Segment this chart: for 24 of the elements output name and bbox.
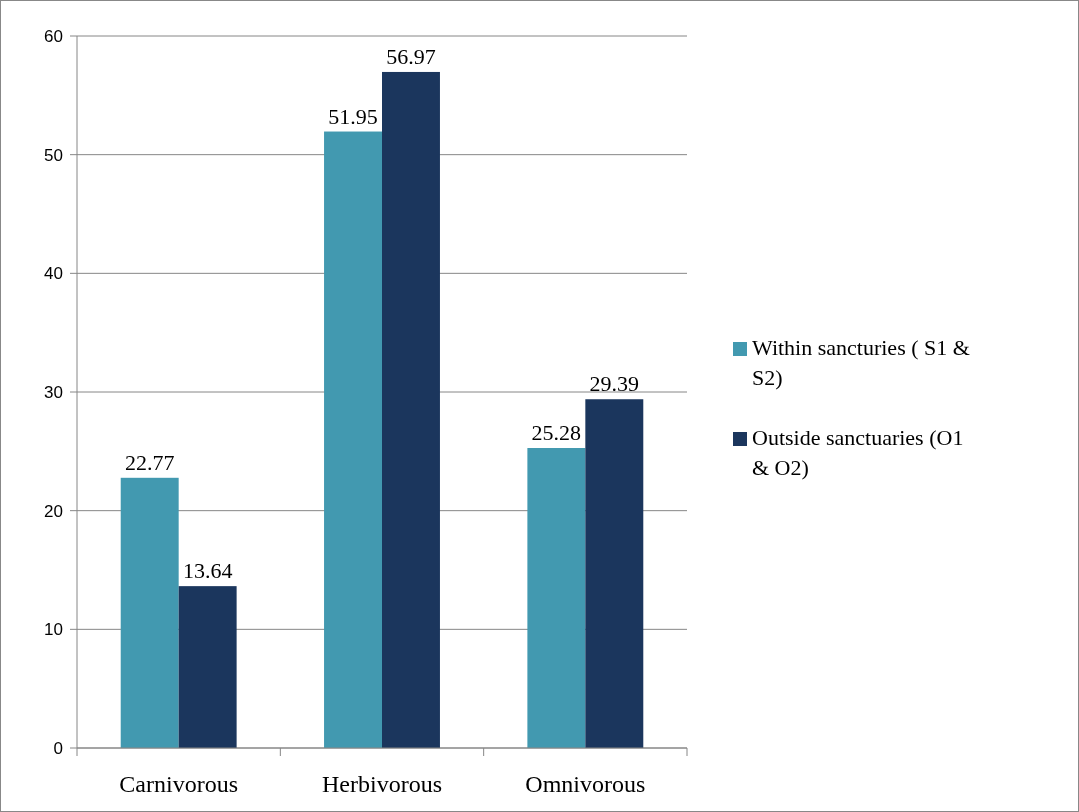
x-tick-label: Carnivorous [119, 771, 238, 797]
x-tick-label: Omnivorous [525, 771, 646, 797]
x-tick-label: Herbivorous [322, 771, 442, 797]
bar [120, 477, 179, 748]
data-label: 51.95 [328, 103, 378, 129]
data-label: 56.97 [386, 43, 436, 69]
y-tick-label: 10 [44, 620, 63, 640]
y-tick-label: 50 [44, 145, 63, 165]
bar [178, 586, 237, 748]
data-label: 22.77 [124, 449, 175, 475]
data-label: 29.39 [589, 371, 640, 397]
y-tick-label: 60 [44, 27, 63, 46]
bar [324, 131, 382, 748]
y-tick-label: 40 [44, 264, 63, 284]
bar [527, 448, 586, 748]
data-label: 13.64 [182, 558, 233, 584]
data-label: 25.28 [531, 420, 582, 446]
y-tick-label: 20 [44, 501, 63, 521]
bar [382, 71, 440, 748]
legend-label: Within sancturies ( S1 & S2) [752, 335, 970, 390]
y-tick-label: 30 [44, 383, 63, 402]
y-tick-label: 0 [53, 739, 63, 758]
legend-label: Outside sanctuaries (O1 & O2) [752, 425, 964, 480]
bar [585, 399, 644, 748]
